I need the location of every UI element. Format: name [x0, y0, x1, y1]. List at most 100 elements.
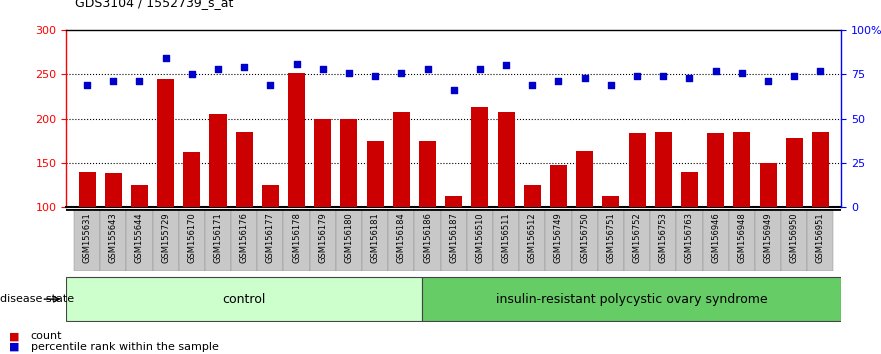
- Bar: [655, 132, 671, 207]
- Text: GSM156170: GSM156170: [188, 212, 196, 263]
- Bar: [572, 209, 598, 271]
- Bar: [807, 209, 833, 271]
- Bar: [105, 173, 122, 207]
- Text: GSM156177: GSM156177: [266, 212, 275, 263]
- Text: GSM156187: GSM156187: [449, 212, 458, 263]
- Bar: [362, 209, 389, 271]
- Point: [185, 72, 199, 77]
- Text: GSM155643: GSM155643: [108, 212, 118, 263]
- Text: GSM156184: GSM156184: [396, 212, 406, 263]
- Bar: [677, 209, 702, 271]
- Point: [237, 64, 251, 70]
- Point: [787, 73, 801, 79]
- Text: GSM156751: GSM156751: [606, 212, 615, 263]
- Point: [315, 66, 329, 72]
- Point: [656, 73, 670, 79]
- Bar: [393, 113, 410, 207]
- Text: GSM155631: GSM155631: [83, 212, 92, 263]
- Point: [552, 79, 566, 84]
- Point: [107, 79, 121, 84]
- Point: [578, 75, 592, 81]
- Text: ■: ■: [9, 342, 19, 352]
- Bar: [681, 172, 698, 207]
- Bar: [650, 209, 677, 271]
- Bar: [445, 195, 463, 207]
- Bar: [288, 73, 305, 207]
- Bar: [205, 209, 231, 271]
- Text: control: control: [223, 293, 266, 306]
- Bar: [262, 185, 279, 207]
- Text: GSM156180: GSM156180: [344, 212, 353, 263]
- Text: GSM156946: GSM156946: [711, 212, 720, 263]
- Text: ■: ■: [9, 331, 19, 341]
- Point: [368, 73, 382, 79]
- Bar: [755, 209, 781, 271]
- Bar: [624, 209, 650, 271]
- Bar: [231, 209, 257, 271]
- Bar: [603, 195, 619, 207]
- Point: [499, 63, 513, 68]
- Point: [630, 73, 644, 79]
- Point: [342, 70, 356, 75]
- Text: GSM156948: GSM156948: [737, 212, 746, 263]
- Text: GSM155644: GSM155644: [135, 212, 144, 263]
- Bar: [126, 209, 152, 271]
- Bar: [210, 114, 226, 207]
- Text: GSM156750: GSM156750: [581, 212, 589, 263]
- Text: GSM156511: GSM156511: [501, 212, 511, 263]
- Bar: [157, 79, 174, 207]
- Point: [813, 68, 827, 74]
- Bar: [440, 209, 467, 271]
- Bar: [707, 133, 724, 207]
- Bar: [340, 119, 358, 207]
- Bar: [786, 138, 803, 207]
- Point: [80, 82, 94, 88]
- Text: GSM156179: GSM156179: [318, 212, 327, 263]
- Point: [395, 70, 409, 75]
- Bar: [545, 209, 572, 271]
- Point: [761, 79, 775, 84]
- Bar: [576, 152, 593, 207]
- Point: [683, 75, 697, 81]
- Point: [263, 82, 278, 88]
- Bar: [336, 209, 362, 271]
- Point: [211, 66, 225, 72]
- Text: GSM156753: GSM156753: [659, 212, 668, 263]
- Text: GSM156951: GSM156951: [816, 212, 825, 263]
- Bar: [729, 209, 755, 271]
- Bar: [257, 209, 284, 271]
- Bar: [598, 209, 624, 271]
- Bar: [733, 132, 751, 207]
- Bar: [389, 209, 414, 271]
- Text: GSM156950: GSM156950: [789, 212, 799, 263]
- Point: [525, 82, 539, 88]
- Bar: [315, 119, 331, 207]
- Bar: [550, 166, 567, 207]
- Point: [159, 56, 173, 61]
- Bar: [235, 132, 253, 207]
- Point: [132, 79, 146, 84]
- Bar: [100, 209, 126, 271]
- Bar: [471, 107, 488, 207]
- Point: [447, 87, 461, 93]
- Bar: [131, 185, 148, 207]
- Text: GSM156749: GSM156749: [554, 212, 563, 263]
- Text: GDS3104 / 1552739_s_at: GDS3104 / 1552739_s_at: [75, 0, 233, 9]
- Text: GSM156949: GSM156949: [764, 212, 773, 263]
- Bar: [759, 163, 776, 207]
- Text: GSM155729: GSM155729: [161, 212, 170, 263]
- Text: percentile rank within the sample: percentile rank within the sample: [31, 342, 218, 352]
- Bar: [284, 209, 309, 271]
- Text: GSM156176: GSM156176: [240, 212, 248, 263]
- Bar: [467, 209, 493, 271]
- Point: [290, 61, 304, 67]
- Bar: [422, 277, 841, 321]
- Text: disease state: disease state: [0, 294, 74, 304]
- Text: GSM156171: GSM156171: [213, 212, 223, 263]
- Text: GSM156510: GSM156510: [476, 212, 485, 263]
- Point: [735, 70, 749, 75]
- Bar: [179, 209, 205, 271]
- Bar: [366, 141, 383, 207]
- Point: [708, 68, 722, 74]
- Bar: [152, 209, 179, 271]
